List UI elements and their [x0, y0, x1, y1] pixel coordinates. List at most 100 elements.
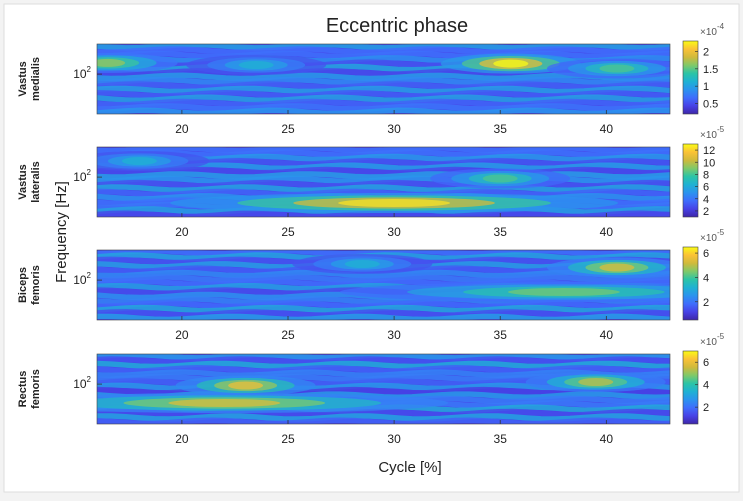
colorbar-exponent: ×10-5: [700, 125, 725, 141]
heatmap-band: [97, 210, 670, 217]
x-tick-label: 40: [600, 328, 614, 342]
heatmap: [97, 354, 670, 424]
x-tick-label: 30: [387, 122, 401, 136]
muscle-label: Vastusmedialis: [17, 57, 42, 101]
colorbar: [682, 246, 699, 321]
y-tick-label: 102: [73, 271, 91, 287]
muscle-label: Vastuslateralis: [17, 161, 42, 203]
heatmap-band: [97, 274, 670, 283]
y-axis-label: Frequency [Hz]: [53, 181, 70, 283]
power-hotspot: [344, 260, 380, 268]
heatmap-band: [97, 360, 670, 370]
x-tick-label: 20: [175, 328, 189, 342]
power-hotspot: [578, 378, 614, 386]
colorbar: [682, 350, 699, 425]
chart-title: Eccentric phase: [326, 15, 468, 37]
colorbar-tick-label: 2: [703, 402, 709, 414]
colorbar-tick-label: 12: [703, 145, 715, 157]
power-hotspot: [599, 263, 635, 272]
power-hotspot: [507, 288, 620, 296]
heatmap-band: [97, 98, 670, 108]
x-tick-label: 20: [175, 122, 189, 136]
heatmap-band: [97, 386, 670, 396]
power-hotspot: [238, 61, 274, 69]
y-tick-label: 102: [73, 375, 91, 391]
x-tick-label: 30: [387, 432, 401, 446]
x-tick-label: 25: [281, 122, 295, 136]
heatmap-band: [97, 89, 670, 99]
heatmap-band: [97, 103, 670, 112]
panel-vastus-medialis: 102 20 25 30 35 40 Vastusmedialis 0.5 1 1.5 2 ×10-4: [17, 22, 725, 136]
plot-frame: [96, 249, 671, 321]
plot-frame: [96, 146, 671, 218]
x-tick-label: 40: [600, 225, 614, 239]
colorbar: [682, 40, 699, 115]
y-tick-label: 102: [73, 65, 91, 81]
heatmap-band: [97, 304, 670, 314]
power-hotspot: [599, 64, 635, 73]
heatmap-band: [97, 300, 670, 310]
heatmap-band: [97, 46, 670, 55]
colorbar-tick-label: 6: [703, 182, 709, 194]
panel-rectus-femoris: 102 20 25 30 35 40 Rectusfemoris 2 4 6 ×10-5: [17, 332, 725, 446]
x-tick-label: 35: [494, 225, 508, 239]
x-tick-label: 35: [494, 328, 508, 342]
heatmap-band: [97, 50, 670, 60]
x-tick-label: 35: [494, 122, 508, 136]
power-hotspot: [168, 399, 281, 407]
heatmap-band: [97, 44, 670, 51]
power-hotspot: [97, 58, 126, 67]
colorbar-tick-label: 2: [703, 297, 709, 309]
colorbar-tick-label: 4: [703, 272, 709, 284]
plot-frame: [96, 43, 671, 115]
heatmap-band: [97, 188, 670, 198]
colorbar-exponent: ×10-5: [700, 228, 725, 244]
heatmap-band: [97, 417, 670, 424]
heatmap-band: [97, 408, 670, 418]
colorbar: [682, 143, 699, 218]
power-hotspot: [493, 59, 529, 68]
heatmap-band: [97, 94, 670, 104]
heatmap-band: [97, 369, 670, 379]
y-tick-label: 102: [73, 168, 91, 184]
colorbar-tick-label: 0.5: [703, 99, 718, 111]
x-tick-label: 20: [175, 432, 189, 446]
muscle-label: Bicepsfemoris: [17, 265, 42, 305]
x-tick-label: 30: [387, 225, 401, 239]
heatmap-band: [97, 184, 670, 193]
heatmap-band: [97, 81, 670, 90]
x-tick-label: 20: [175, 225, 189, 239]
colorbar-tick-label: 10: [703, 157, 715, 169]
heatmap-band: [97, 250, 670, 257]
panel-biceps-femoris: 102 20 25 30 35 40 Bicepsfemoris 2 4 6 ×10-5: [17, 228, 725, 342]
plot-frame: [96, 353, 671, 425]
heatmap-band: [97, 413, 670, 422]
heatmap: [97, 44, 670, 114]
heatmap-band: [97, 166, 670, 176]
colorbar-tick-label: 8: [703, 169, 709, 181]
heatmap-band: [97, 107, 670, 114]
x-tick-label: 40: [600, 432, 614, 446]
colorbar-tick-label: 6: [703, 248, 709, 260]
x-tick-label: 25: [281, 432, 295, 446]
colorbar-exponent: ×10-4: [700, 22, 725, 38]
heatmap: [97, 147, 670, 217]
x-tick-label: 25: [281, 328, 295, 342]
colorbar-tick-label: 6: [703, 357, 709, 369]
colorbar-tick-label: 1: [703, 81, 709, 93]
colorbar-tick-label: 4: [703, 380, 709, 392]
heatmap-band: [97, 175, 670, 185]
x-tick-label: 30: [387, 328, 401, 342]
heatmap-band: [97, 171, 670, 180]
colorbar-tick-label: 4: [703, 194, 709, 206]
colorbar-tick-label: 2: [703, 46, 709, 58]
heatmap-band: [97, 147, 670, 154]
power-hotspot: [482, 174, 518, 183]
x-tick-label: 25: [281, 225, 295, 239]
x-tick-label: 40: [600, 122, 614, 136]
power-hotspot: [228, 381, 264, 390]
heatmap: [97, 250, 670, 320]
